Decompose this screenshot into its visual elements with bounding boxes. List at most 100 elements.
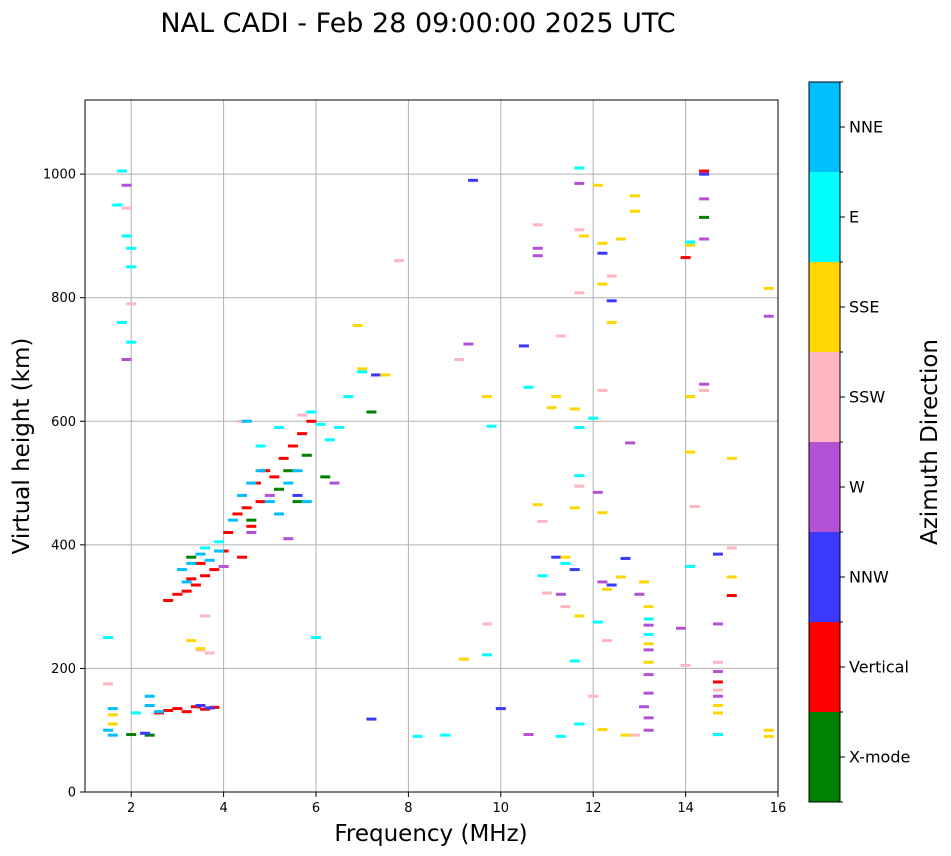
x-tick-label: 6 bbox=[312, 801, 320, 816]
data-point bbox=[121, 206, 132, 210]
data-point bbox=[440, 733, 451, 737]
data-point bbox=[463, 342, 474, 346]
data-point bbox=[181, 710, 192, 714]
data-point bbox=[200, 574, 211, 578]
data-point bbox=[685, 450, 696, 454]
data-point bbox=[726, 575, 737, 579]
data-point bbox=[255, 469, 266, 473]
colorbar: X-mode Vertical NNW W SSW SSE E NNE bbox=[808, 81, 910, 803]
data-point bbox=[223, 531, 234, 534]
data-point bbox=[518, 344, 529, 348]
data-point bbox=[643, 623, 654, 627]
colorbar-segment bbox=[809, 532, 840, 622]
data-point bbox=[255, 444, 266, 448]
colorbar-tick-label: SSE bbox=[849, 298, 879, 317]
data-point bbox=[685, 240, 696, 244]
data-point bbox=[560, 561, 571, 565]
data-point bbox=[274, 425, 285, 429]
x-tick-label: 16 bbox=[770, 801, 787, 816]
data-point bbox=[712, 704, 723, 707]
data-point bbox=[625, 441, 636, 445]
data-point bbox=[297, 413, 308, 417]
colorbar-tick-label: NNW bbox=[849, 568, 889, 587]
data-point bbox=[606, 320, 617, 324]
data-point bbox=[297, 432, 308, 436]
data-point bbox=[195, 552, 206, 556]
data-point bbox=[643, 716, 654, 720]
data-point bbox=[569, 506, 580, 510]
y-tick-label: 400 bbox=[51, 538, 76, 553]
data-point bbox=[726, 546, 737, 550]
data-point bbox=[560, 555, 571, 559]
data-point bbox=[412, 734, 423, 738]
colorbar-tick-label: W bbox=[849, 478, 865, 497]
data-marks bbox=[103, 166, 774, 738]
plot-background bbox=[85, 100, 778, 792]
x-tick-label: 2 bbox=[127, 801, 135, 816]
data-point bbox=[241, 506, 252, 510]
data-point bbox=[237, 555, 248, 559]
data-point bbox=[163, 708, 174, 712]
data-point bbox=[246, 524, 257, 528]
x-tick-label: 4 bbox=[219, 801, 227, 816]
data-point bbox=[569, 407, 580, 411]
data-point bbox=[699, 197, 710, 201]
colorbar-segment bbox=[809, 82, 840, 172]
x-tick-label: 14 bbox=[677, 801, 694, 816]
data-point bbox=[315, 422, 326, 426]
data-point bbox=[555, 734, 566, 738]
data-point bbox=[574, 614, 585, 618]
data-point bbox=[555, 334, 566, 338]
data-point bbox=[458, 657, 469, 661]
data-point bbox=[181, 580, 192, 584]
data-point bbox=[264, 493, 275, 497]
data-point bbox=[283, 481, 294, 485]
data-point bbox=[699, 169, 710, 173]
data-point bbox=[195, 704, 206, 707]
data-point bbox=[186, 555, 197, 559]
data-point bbox=[468, 178, 479, 182]
data-point bbox=[560, 605, 571, 609]
data-point bbox=[126, 302, 137, 306]
data-point bbox=[712, 733, 723, 737]
data-point bbox=[569, 568, 580, 572]
data-point bbox=[292, 500, 303, 504]
data-point bbox=[606, 274, 617, 278]
data-point bbox=[204, 706, 215, 710]
data-point bbox=[763, 286, 774, 290]
data-point bbox=[140, 731, 151, 735]
data-point bbox=[606, 299, 617, 303]
data-point bbox=[200, 546, 211, 550]
data-point bbox=[615, 237, 626, 241]
data-point bbox=[643, 632, 654, 636]
y-tick-label: 200 bbox=[51, 662, 76, 677]
data-point bbox=[246, 531, 257, 534]
data-point bbox=[172, 592, 183, 596]
data-point bbox=[685, 243, 696, 247]
data-point bbox=[481, 395, 492, 399]
data-point bbox=[352, 324, 363, 328]
data-point bbox=[301, 453, 312, 457]
data-point bbox=[107, 707, 118, 711]
x-tick-label: 10 bbox=[493, 801, 510, 816]
data-point bbox=[144, 733, 155, 737]
data-point bbox=[726, 594, 737, 598]
data-point bbox=[116, 320, 127, 324]
data-point bbox=[241, 419, 252, 423]
data-point bbox=[574, 228, 585, 232]
y-tick-label: 800 bbox=[51, 291, 76, 306]
data-point bbox=[597, 251, 608, 255]
data-point bbox=[107, 722, 118, 726]
plot-frame bbox=[84, 99, 779, 793]
data-point bbox=[615, 575, 626, 579]
data-point bbox=[177, 568, 188, 572]
colorbar-segment bbox=[809, 262, 840, 352]
data-point bbox=[532, 254, 543, 258]
data-point bbox=[357, 367, 368, 371]
y-axis-label: Virtual height (km) bbox=[9, 338, 35, 555]
data-point bbox=[546, 406, 557, 410]
data-point bbox=[144, 694, 155, 698]
colorbar-segment bbox=[809, 712, 840, 802]
data-point bbox=[126, 340, 137, 344]
